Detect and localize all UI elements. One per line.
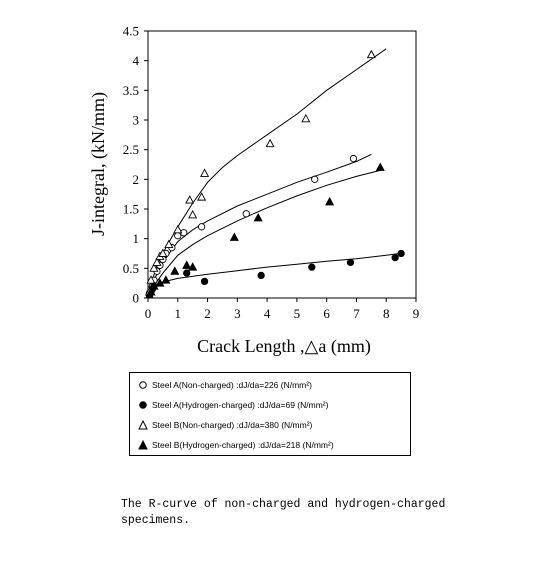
y-tick-label: 2.5 (123, 142, 139, 157)
data-point (253, 212, 263, 222)
legend-item: Steel B(Non-charged) :dJ/da=380 (N/mm²) (138, 417, 312, 433)
data-point (158, 248, 168, 257)
fit-curve (149, 169, 381, 293)
filled-circle-marker-icon (139, 401, 147, 409)
data-point (391, 254, 399, 262)
plot-frame (147, 30, 417, 299)
x-tick-label: 1 (175, 306, 182, 321)
data-point (325, 196, 335, 206)
x-tick-label: 4 (264, 306, 271, 321)
open-circle-marker-icon (139, 381, 147, 389)
y-tick-label: 1.5 (123, 202, 139, 217)
y-tick-label: 4 (133, 53, 140, 68)
r-curve-chart: 0 1 2 3 4 5 6 7 8 9 0 0.5 1 1.5 2 2.5 3 3.5 4 4.5 Crack Le… (88, 24, 420, 358)
x-tick-label: 8 (383, 306, 390, 321)
data-point (346, 258, 355, 267)
fit-curve (149, 48, 387, 290)
data-point (188, 209, 198, 219)
legend-label: Steel B(Non-charged) :dJ/da=380 (N/mm²) (152, 420, 313, 430)
caption-line: specimens. (121, 514, 191, 527)
data-point (185, 195, 195, 204)
data-points (144, 49, 405, 299)
data-point (265, 138, 275, 148)
x-tick-label: 9 (413, 306, 420, 321)
data-point (188, 262, 198, 271)
data-point (257, 271, 265, 280)
data-point (200, 168, 210, 177)
y-tick-label: 3 (133, 113, 140, 128)
data-point (229, 232, 239, 241)
legend-label: Steel A(Non-charged) :dJ/da=226 (N/mm²) (152, 380, 312, 390)
fit-curve (149, 153, 372, 290)
y-axis-ticks: 0 0.5 1 1.5 2 2.5 3 3.5 4 4.5 (123, 24, 148, 306)
legend-item: Steel B(Hydrogen-charged) :dJ/da=218 (N/… (138, 437, 334, 453)
data-point (174, 232, 182, 240)
data-point (146, 275, 156, 284)
figure-caption: The R-curve of non-charged and hydrogen-… (121, 497, 481, 529)
data-point (173, 224, 183, 234)
data-point (183, 269, 191, 277)
data-point (149, 281, 159, 290)
x-tick-label: 7 (353, 306, 360, 321)
data-point (397, 249, 405, 258)
x-tick-label: 6 (323, 306, 330, 321)
y-tick-label: 3.5 (123, 83, 139, 98)
data-point (311, 175, 319, 183)
data-point (301, 113, 311, 123)
data-point (308, 263, 316, 271)
legend-item: Steel A(Non-charged) :dJ/da=226 (N/mm²) (138, 377, 312, 393)
fit-curve (149, 252, 405, 290)
x-axis-ticks: 0 1 2 3 4 5 6 7 8 9 (145, 298, 420, 321)
y-tick-label: 0 (133, 291, 140, 306)
open-triangle-marker-icon (138, 420, 148, 430)
y-tick-label: 4.5 (123, 24, 139, 39)
data-point (146, 287, 156, 296)
legend-label: Steel B(Hydrogen-charged) :dJ/da=218 (N/… (152, 440, 334, 450)
legend: Steel A(Non-charged) :dJ/da=226 (N/mm²) … (129, 372, 411, 456)
data-point (182, 260, 192, 269)
x-tick-label: 0 (145, 306, 152, 321)
data-point (366, 49, 376, 59)
x-tick-label: 2 (204, 306, 211, 321)
y-tick-label: 2 (133, 172, 140, 187)
data-point (149, 263, 159, 272)
data-point (242, 210, 250, 218)
data-point (161, 275, 171, 284)
data-point (197, 192, 207, 201)
data-point (349, 154, 358, 163)
x-axis-label: Crack Length ,△a (mm) (197, 336, 371, 357)
data-point (197, 223, 206, 231)
fit-curves (149, 48, 405, 293)
data-point (170, 266, 180, 275)
data-point (375, 162, 385, 171)
data-point (155, 278, 165, 287)
x-tick-label: 3 (234, 306, 241, 321)
filled-triangle-marker-icon (138, 440, 148, 450)
legend-label: Steel A(Hydrogen-charged) :dJ/da=69 (N/m… (152, 400, 329, 410)
legend-item: Steel A(Hydrogen-charged) :dJ/da=69 (N/m… (138, 397, 328, 413)
y-axis-label: J-integral, (kN/mm) (88, 92, 109, 236)
data-point (200, 277, 209, 286)
y-tick-label: 1 (133, 231, 140, 246)
y-tick-label: 0.5 (123, 261, 139, 276)
data-point (164, 239, 174, 249)
data-point (152, 257, 162, 266)
x-tick-label: 5 (294, 306, 301, 321)
caption-line: The R-curve of non-charged and hydrogen-… (121, 498, 446, 511)
